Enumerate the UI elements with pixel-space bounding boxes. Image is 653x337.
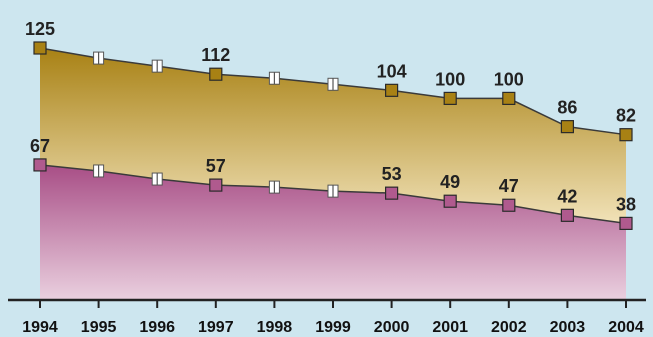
- series-0-point: [385, 83, 399, 97]
- series-1-point: [33, 158, 47, 172]
- x-tick-label: 2003: [550, 319, 586, 336]
- lower-series-area: [40, 164, 626, 300]
- value-label-layer: 125 112 104 100 100 86 82 67 57 53 49 47 42 38: [25, 19, 636, 214]
- series-0-value-label: 125: [25, 19, 55, 39]
- series-1-point: [385, 186, 399, 200]
- series-0-point: [560, 120, 575, 134]
- series-0-value-label: 82: [616, 106, 636, 126]
- series-1-point: [619, 216, 633, 230]
- series-1-value-label: 38: [616, 194, 636, 214]
- series-0-point: [443, 91, 457, 106]
- x-tick-label: 1995: [81, 319, 117, 336]
- series-1-point: [443, 194, 457, 208]
- series-1-value-label: 42: [557, 186, 577, 206]
- series-1-point: [209, 178, 223, 192]
- series-0-point: [209, 67, 223, 81]
- x-tick-label: 1996: [139, 319, 175, 336]
- series-0-point: [619, 128, 633, 142]
- x-tick-label: 1997: [198, 319, 234, 336]
- series-1-value-label: 67: [30, 136, 50, 156]
- x-tick-label: 1999: [315, 319, 351, 336]
- series-0-point: [502, 91, 516, 106]
- series-1-value-label: 53: [382, 164, 402, 184]
- x-axis: 1994 1995 1996 1997 1998 1999 2000 2001 2002 2003…: [8, 298, 646, 336]
- series-0-value-label: 100: [494, 69, 524, 89]
- x-tick-label: 2004: [608, 319, 644, 336]
- series-0-value-label: 86: [557, 98, 577, 118]
- x-tick-label: 2001: [432, 319, 468, 336]
- series-1-value-label: 47: [499, 176, 519, 196]
- series-1-point: [560, 208, 575, 222]
- series-0-value-label: 104: [377, 61, 407, 81]
- series-1-point: [502, 198, 516, 212]
- series-1-value-label: 49: [440, 172, 460, 192]
- x-tick-label: 1998: [257, 319, 293, 336]
- series-0-value-label: 100: [435, 69, 465, 89]
- marker-layer: [33, 41, 633, 230]
- x-tick-label: 2000: [374, 319, 410, 336]
- x-tick-label: 1994: [22, 319, 58, 336]
- area-layer: [40, 48, 626, 300]
- series-1-value-label: 57: [206, 156, 226, 176]
- series-0-value-label: 112: [201, 45, 230, 65]
- x-tick-label: 2002: [491, 319, 527, 336]
- series-0-point: [33, 41, 47, 55]
- upper-series-area: [40, 48, 626, 224]
